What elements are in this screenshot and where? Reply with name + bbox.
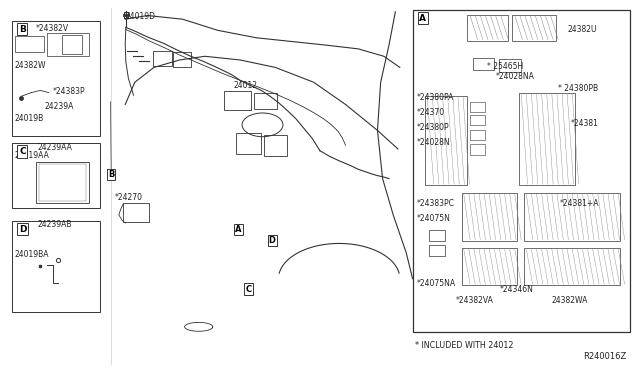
Text: 24239AA: 24239AA	[38, 142, 72, 151]
Bar	[253, 93, 276, 109]
Text: *24075N: *24075N	[417, 214, 451, 223]
Bar	[47, 33, 89, 55]
Text: *24382V: *24382V	[36, 24, 69, 33]
Text: 24012: 24012	[234, 81, 258, 90]
Bar	[124, 12, 129, 19]
Text: 24239AB: 24239AB	[38, 221, 72, 230]
Text: R240016Z: R240016Z	[583, 352, 627, 361]
Bar	[264, 135, 287, 155]
Text: B: B	[19, 25, 26, 34]
Bar	[470, 102, 484, 112]
Text: *24028NA: *24028NA	[495, 72, 534, 81]
Text: *24382VA: *24382VA	[456, 296, 493, 305]
Bar	[426, 96, 467, 185]
Text: 24382WA: 24382WA	[551, 296, 588, 305]
Text: * INCLUDED WITH 24012: * INCLUDED WITH 24012	[415, 341, 513, 350]
Text: *24370: *24370	[417, 108, 445, 117]
Text: * 24380PB: * 24380PB	[557, 84, 598, 93]
Bar	[473, 58, 493, 70]
Text: D: D	[269, 236, 276, 246]
Bar	[36, 162, 89, 203]
Text: 24019D: 24019D	[125, 12, 156, 21]
Text: 24382U: 24382U	[568, 25, 597, 34]
Bar	[111, 1, 413, 371]
Text: B: B	[108, 170, 115, 179]
Text: D: D	[19, 225, 26, 234]
Text: 24239A: 24239A	[44, 102, 74, 111]
Text: *24346N: *24346N	[500, 285, 534, 294]
Text: C: C	[19, 147, 26, 156]
Bar	[519, 93, 575, 185]
Text: *24075NA: *24075NA	[417, 279, 456, 288]
Bar	[236, 134, 261, 154]
Bar	[15, 36, 44, 52]
Text: * 25465H: * 25465H	[487, 62, 524, 71]
Text: *24383P: *24383P	[53, 87, 86, 96]
Text: *24383PC: *24383PC	[417, 199, 455, 208]
Bar	[62, 35, 83, 54]
Text: 24019B: 24019B	[15, 114, 44, 123]
Text: *24380P: *24380P	[417, 123, 450, 132]
Bar	[511, 15, 556, 41]
Text: *24381: *24381	[570, 119, 598, 128]
Bar	[153, 51, 172, 65]
Text: *24380PA: *24380PA	[417, 93, 454, 102]
Bar	[470, 115, 484, 125]
Bar	[12, 21, 100, 136]
Bar	[524, 248, 620, 285]
Bar	[524, 193, 620, 241]
Text: 24019BA: 24019BA	[15, 250, 49, 259]
Bar	[470, 130, 484, 140]
Text: 24019AA: 24019AA	[15, 151, 50, 160]
Text: *24270: *24270	[115, 193, 142, 202]
Bar	[462, 193, 516, 241]
Bar	[173, 52, 191, 67]
Text: *24028N: *24028N	[417, 138, 451, 147]
Bar	[224, 92, 251, 110]
Bar	[462, 248, 516, 285]
Bar	[413, 10, 630, 333]
Bar	[12, 143, 100, 208]
Text: C: C	[245, 285, 252, 294]
Text: 24382W: 24382W	[15, 61, 46, 70]
Bar	[499, 59, 521, 72]
Text: A: A	[235, 225, 241, 234]
Bar	[39, 164, 86, 201]
Text: *24381+A: *24381+A	[559, 199, 599, 208]
Bar	[124, 203, 149, 222]
Bar	[429, 244, 445, 256]
Bar	[470, 144, 484, 155]
Bar	[467, 15, 508, 41]
Bar	[429, 231, 445, 241]
Bar	[12, 221, 100, 312]
Text: A: A	[419, 14, 426, 23]
